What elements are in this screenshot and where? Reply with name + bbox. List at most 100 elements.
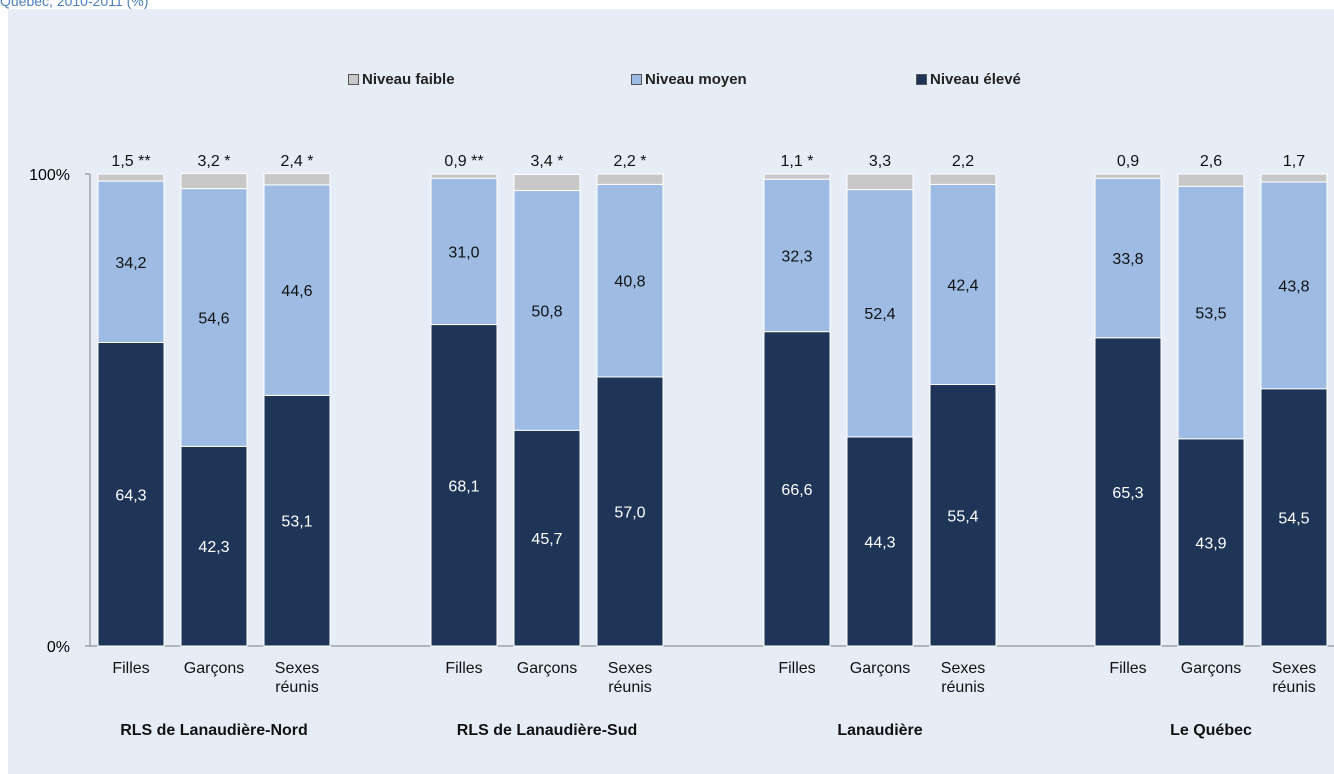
- label-eleve-6: 66,6: [781, 482, 812, 499]
- legend-label-eleve: Niveau élevé: [930, 70, 1021, 88]
- bar-eleve-4: [513, 429, 581, 647]
- legend-item-eleve: Niveau élevé: [916, 69, 1021, 89]
- label-faible-4: 3,4 *: [531, 153, 564, 170]
- category-label-1: Garçons: [184, 660, 244, 677]
- label-faible-5: 2,2 *: [614, 153, 647, 170]
- bar-moyen-9: [1094, 177, 1162, 339]
- label-eleve-11: 54,5: [1278, 510, 1309, 527]
- label-moyen-5: 40,8: [614, 274, 645, 291]
- label-moyen-8: 42,4: [947, 277, 978, 294]
- legend-swatch-moyen: [631, 73, 642, 85]
- category-label-0: Filles: [112, 660, 149, 677]
- category-label-11-line1: Sexes: [1272, 660, 1316, 677]
- legend-swatch-eleve: [916, 73, 927, 85]
- y-tick-label-100: 100%: [29, 167, 70, 184]
- bar-moyen-1: [180, 188, 248, 447]
- bar-moyen-11: [1260, 181, 1328, 390]
- group-label-0: RLS de Lanaudière-Nord: [120, 722, 308, 739]
- y-tick-label-0: 0%: [47, 639, 70, 656]
- label-moyen-4: 50,8: [531, 303, 562, 320]
- bar-eleve-0: [97, 342, 165, 647]
- bar-faible-5: [596, 173, 664, 185]
- label-moyen-10: 53,5: [1195, 306, 1226, 323]
- label-moyen-7: 52,4: [864, 306, 895, 323]
- category-label-9: Filles: [1109, 660, 1146, 677]
- bar-moyen-7: [846, 189, 914, 438]
- bar-faible-4: [513, 173, 581, 192]
- group-label-2: Lanaudière: [837, 722, 922, 739]
- bar-eleve-11: [1260, 388, 1328, 647]
- bar-faible-1: [180, 173, 248, 190]
- bar-moyen-4: [513, 190, 581, 431]
- category-label-10: Garçons: [1181, 660, 1241, 677]
- legend-item-moyen: Niveau moyen: [631, 69, 747, 89]
- label-eleve-7: 44,3: [864, 534, 895, 551]
- label-moyen-1: 54,6: [198, 310, 229, 327]
- bar-faible-7: [846, 173, 914, 191]
- label-moyen-0: 34,2: [115, 255, 146, 272]
- category-label-8-line1: Sexes: [941, 660, 985, 677]
- bar-eleve-3: [430, 324, 498, 647]
- bar-faible-0: [97, 173, 165, 182]
- label-faible-6: 1,1 *: [781, 153, 814, 170]
- label-faible-1: 3,2 *: [198, 153, 231, 170]
- label-faible-0: 1,5 **: [111, 153, 150, 170]
- bar-eleve-7: [846, 436, 914, 647]
- category-label-3: Filles: [445, 660, 482, 677]
- bar-eleve-9: [1094, 337, 1162, 647]
- category-label-7: Garçons: [850, 660, 910, 677]
- bar-eleve-2: [263, 394, 331, 647]
- bar-faible-2: [263, 173, 331, 186]
- label-faible-10: 2,6: [1200, 153, 1222, 170]
- group-label-1: RLS de Lanaudière-Sud: [457, 722, 637, 739]
- label-moyen-11: 43,8: [1278, 278, 1309, 295]
- bar-moyen-5: [596, 183, 664, 378]
- category-label-11-line2: réunis: [1272, 679, 1316, 696]
- label-moyen-9: 33,8: [1112, 251, 1143, 268]
- bar-faible-3: [430, 173, 498, 179]
- bar-eleve-10: [1177, 438, 1245, 647]
- label-eleve-8: 55,4: [947, 508, 978, 525]
- label-eleve-3: 68,1: [448, 478, 479, 495]
- bar-faible-8: [929, 173, 997, 185]
- bar-moyen-2: [263, 184, 331, 396]
- bar-faible-6: [763, 173, 831, 180]
- stacked-bar-chart: 100% 0% 64,3 34,2 1,5 ** Filles 42,3 54,6 3,2 * G…: [29, 153, 1334, 739]
- label-moyen-3: 31,0: [448, 244, 479, 261]
- category-label-4: Garçons: [517, 660, 577, 677]
- bar-faible-11: [1260, 173, 1328, 183]
- legend-label-moyen: Niveau moyen: [645, 70, 747, 88]
- label-eleve-5: 57,0: [614, 504, 645, 521]
- category-label-6: Filles: [778, 660, 815, 677]
- bar-eleve-5: [596, 376, 664, 647]
- legend-swatch-faible: [348, 73, 359, 85]
- label-eleve-10: 43,9: [1195, 535, 1226, 552]
- category-label-5-line1: Sexes: [608, 660, 652, 677]
- label-faible-9: 0,9: [1117, 153, 1139, 170]
- legend-label-faible: Niveau faible: [362, 70, 455, 88]
- label-eleve-2: 53,1: [281, 514, 312, 531]
- label-faible-3: 0,9 **: [444, 153, 483, 170]
- bar-eleve-1: [180, 445, 248, 647]
- category-label-5-line2: réunis: [608, 679, 652, 696]
- category-label-8-line2: réunis: [941, 679, 985, 696]
- label-moyen-2: 44,6: [281, 283, 312, 300]
- label-eleve-1: 42,3: [198, 539, 229, 556]
- label-moyen-6: 32,3: [781, 248, 812, 265]
- bar-faible-10: [1177, 173, 1245, 187]
- label-faible-8: 2,2: [952, 153, 974, 170]
- label-faible-2: 2,4 *: [281, 153, 314, 170]
- category-label-2-line2: réunis: [275, 679, 319, 696]
- label-eleve-0: 64,3: [115, 487, 146, 504]
- bar-moyen-8: [929, 183, 997, 386]
- label-eleve-9: 65,3: [1112, 485, 1143, 502]
- label-faible-7: 3,3: [869, 153, 891, 170]
- bar-moyen-3: [430, 177, 498, 326]
- legend-item-faible: Niveau faible: [348, 69, 455, 89]
- chart-panel: Niveau faible Niveau moyen Niveau élevé …: [8, 9, 1334, 774]
- group-label-3: Le Québec: [1170, 722, 1252, 739]
- chart-caption-top: Québec, 2010-2011 (%): [0, 0, 149, 9]
- label-eleve-4: 45,7: [531, 531, 562, 548]
- bar-faible-9: [1094, 173, 1162, 179]
- bar-moyen-10: [1177, 185, 1245, 440]
